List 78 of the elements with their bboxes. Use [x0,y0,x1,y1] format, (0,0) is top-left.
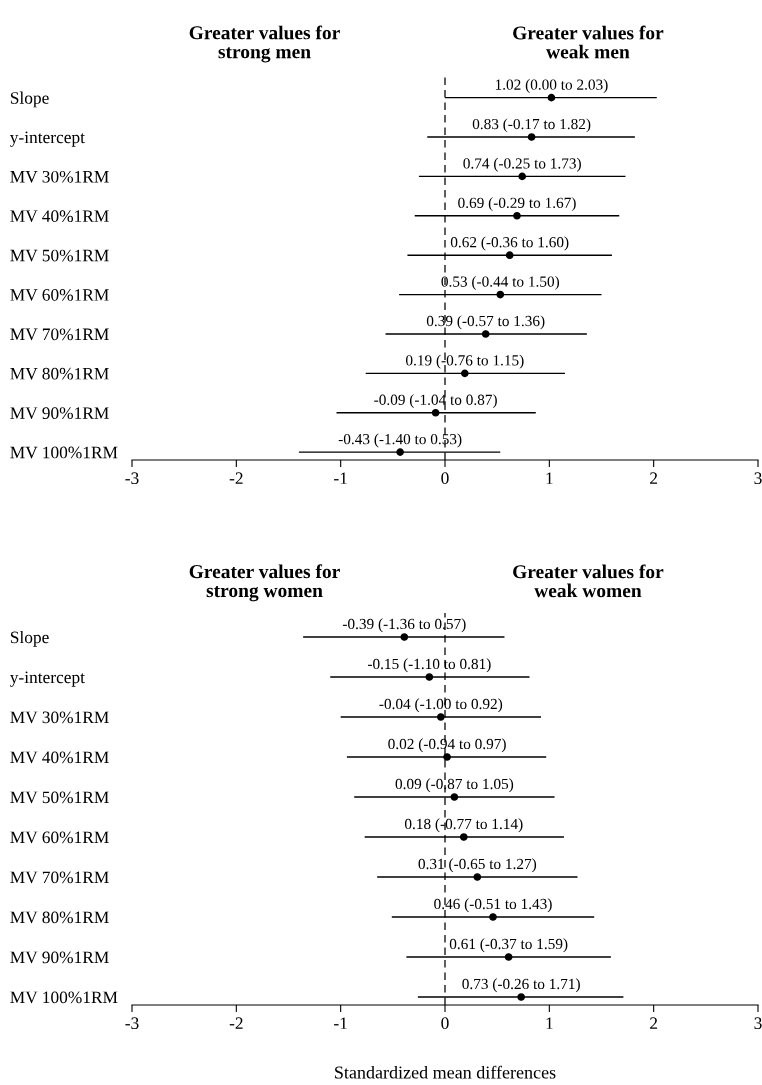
data-label: 0.74 (-0.25 to 1.73) [463,157,581,172]
data-label: 0.09 (-0.87 to 1.05) [395,778,514,793]
y-tick-label: MV 90%1RM [10,951,109,964]
y-tick-label: MV 40%1RM [10,751,109,764]
point [505,251,514,260]
y-tick-label: MV 80%1RM [10,367,109,380]
data-label: 0.39 (-0.57 to 1.36) [426,315,545,330]
point [396,448,404,456]
text: Greater values for weak men [513,25,664,59]
y-tick-label: MV 80%1RM [10,911,109,924]
point [443,753,451,761]
text: Greater values for weak women [513,564,664,598]
x-tick-label: -2 [229,1017,243,1029]
x-tick-label: 0 [441,472,449,485]
x-tick-label: -1 [334,472,347,484]
data-label: -0.09 (-1.04 to 0.87) [374,394,497,409]
y-tick-label: MV 70%1RM [10,328,109,341]
point [461,369,469,378]
y-tick-label: MV 60%1RM [10,289,109,301]
point [437,713,445,721]
data-label: -0.39 (-1.36 to 0.57) [342,618,466,633]
y-tick-label: MV 70%1RM [10,871,109,884]
point [400,633,409,641]
point [425,673,434,681]
point [496,290,505,299]
point [473,873,482,881]
text: Greater values for strong women [189,564,340,602]
point [481,330,490,338]
data-label: 0.73 (-0.26 to 1.71) [462,978,580,993]
x-tick-label: 1 [546,472,553,484]
point [431,408,440,417]
y-tick-label: MV 40%1RM [10,210,109,223]
data-label: 0.69 (-0.29 to 1.67) [458,197,576,212]
x-tick-label: -3 [125,1017,139,1030]
y-tick-label: MV 30%1RM [10,711,109,724]
x-tick-label: -1 [334,1017,347,1029]
y-tick-label: y-intercept [9,131,85,147]
y-tick-label: MV 50%1RM [10,249,109,262]
data-label: 0.62 (-0.36 to 1.60) [450,236,569,251]
point [547,93,556,102]
y-tick-label: MV 50%1RM [10,791,109,804]
data-label: 0.61 (-0.37 to 1.59) [449,938,568,953]
y-tick-label: MV 60%1RM [10,831,109,844]
data-label: -0.04 (-1.00 to 0.92) [379,698,503,713]
data-label: 0.83 (-0.17 to 1.82) [472,118,591,133]
point [513,211,521,220]
y-tick-label: MV 100%1RM [10,446,118,459]
y-tick-label: Slope [10,630,49,647]
data-label: 1.02 (0.00 to 2.03) [495,79,608,93]
y-tick-label: MV 30%1RM [10,170,109,183]
x-tick-label: 2 [650,472,658,484]
point [527,133,536,141]
text: Greater values for strong men [189,25,340,63]
y-tick-label: Slope [10,91,49,108]
x-tick-label: -3 [125,472,139,485]
point [504,953,513,961]
data-label: -0.15 (-1.10 to 0.81) [367,658,491,673]
data-label: 0.18 (-0.77 to 1.14) [404,818,523,833]
x-tick-label: 0 [441,1017,449,1030]
data-label: 0.31 (-0.65 to 1.27) [418,858,537,873]
point [450,793,459,801]
data-label: 0.46 (-0.51 to 1.43) [434,898,552,913]
data-label: 0.19 (-0.76 to 1.15) [406,354,524,369]
point [459,833,468,841]
point [489,913,497,921]
point [518,172,527,181]
x-tick-label: 3 [754,1017,762,1030]
x-axis-title: Standardized mean differences [335,1065,556,1079]
x-tick-label: -2 [229,472,243,484]
y-tick-label: y-intercept [9,671,85,687]
y-tick-label: MV 100%1RM [10,991,118,1004]
data-label: -0.43 (-1.40 to 0.53) [338,433,462,448]
x-tick-label: 1 [546,1017,553,1029]
x-tick-label: 2 [650,1017,658,1029]
data-label: 0.02 (-0.94 to 0.97) [388,738,506,753]
x-tick-label: 3 [754,472,762,485]
point [517,993,525,1001]
y-tick-label: MV 90%1RM [10,407,109,420]
